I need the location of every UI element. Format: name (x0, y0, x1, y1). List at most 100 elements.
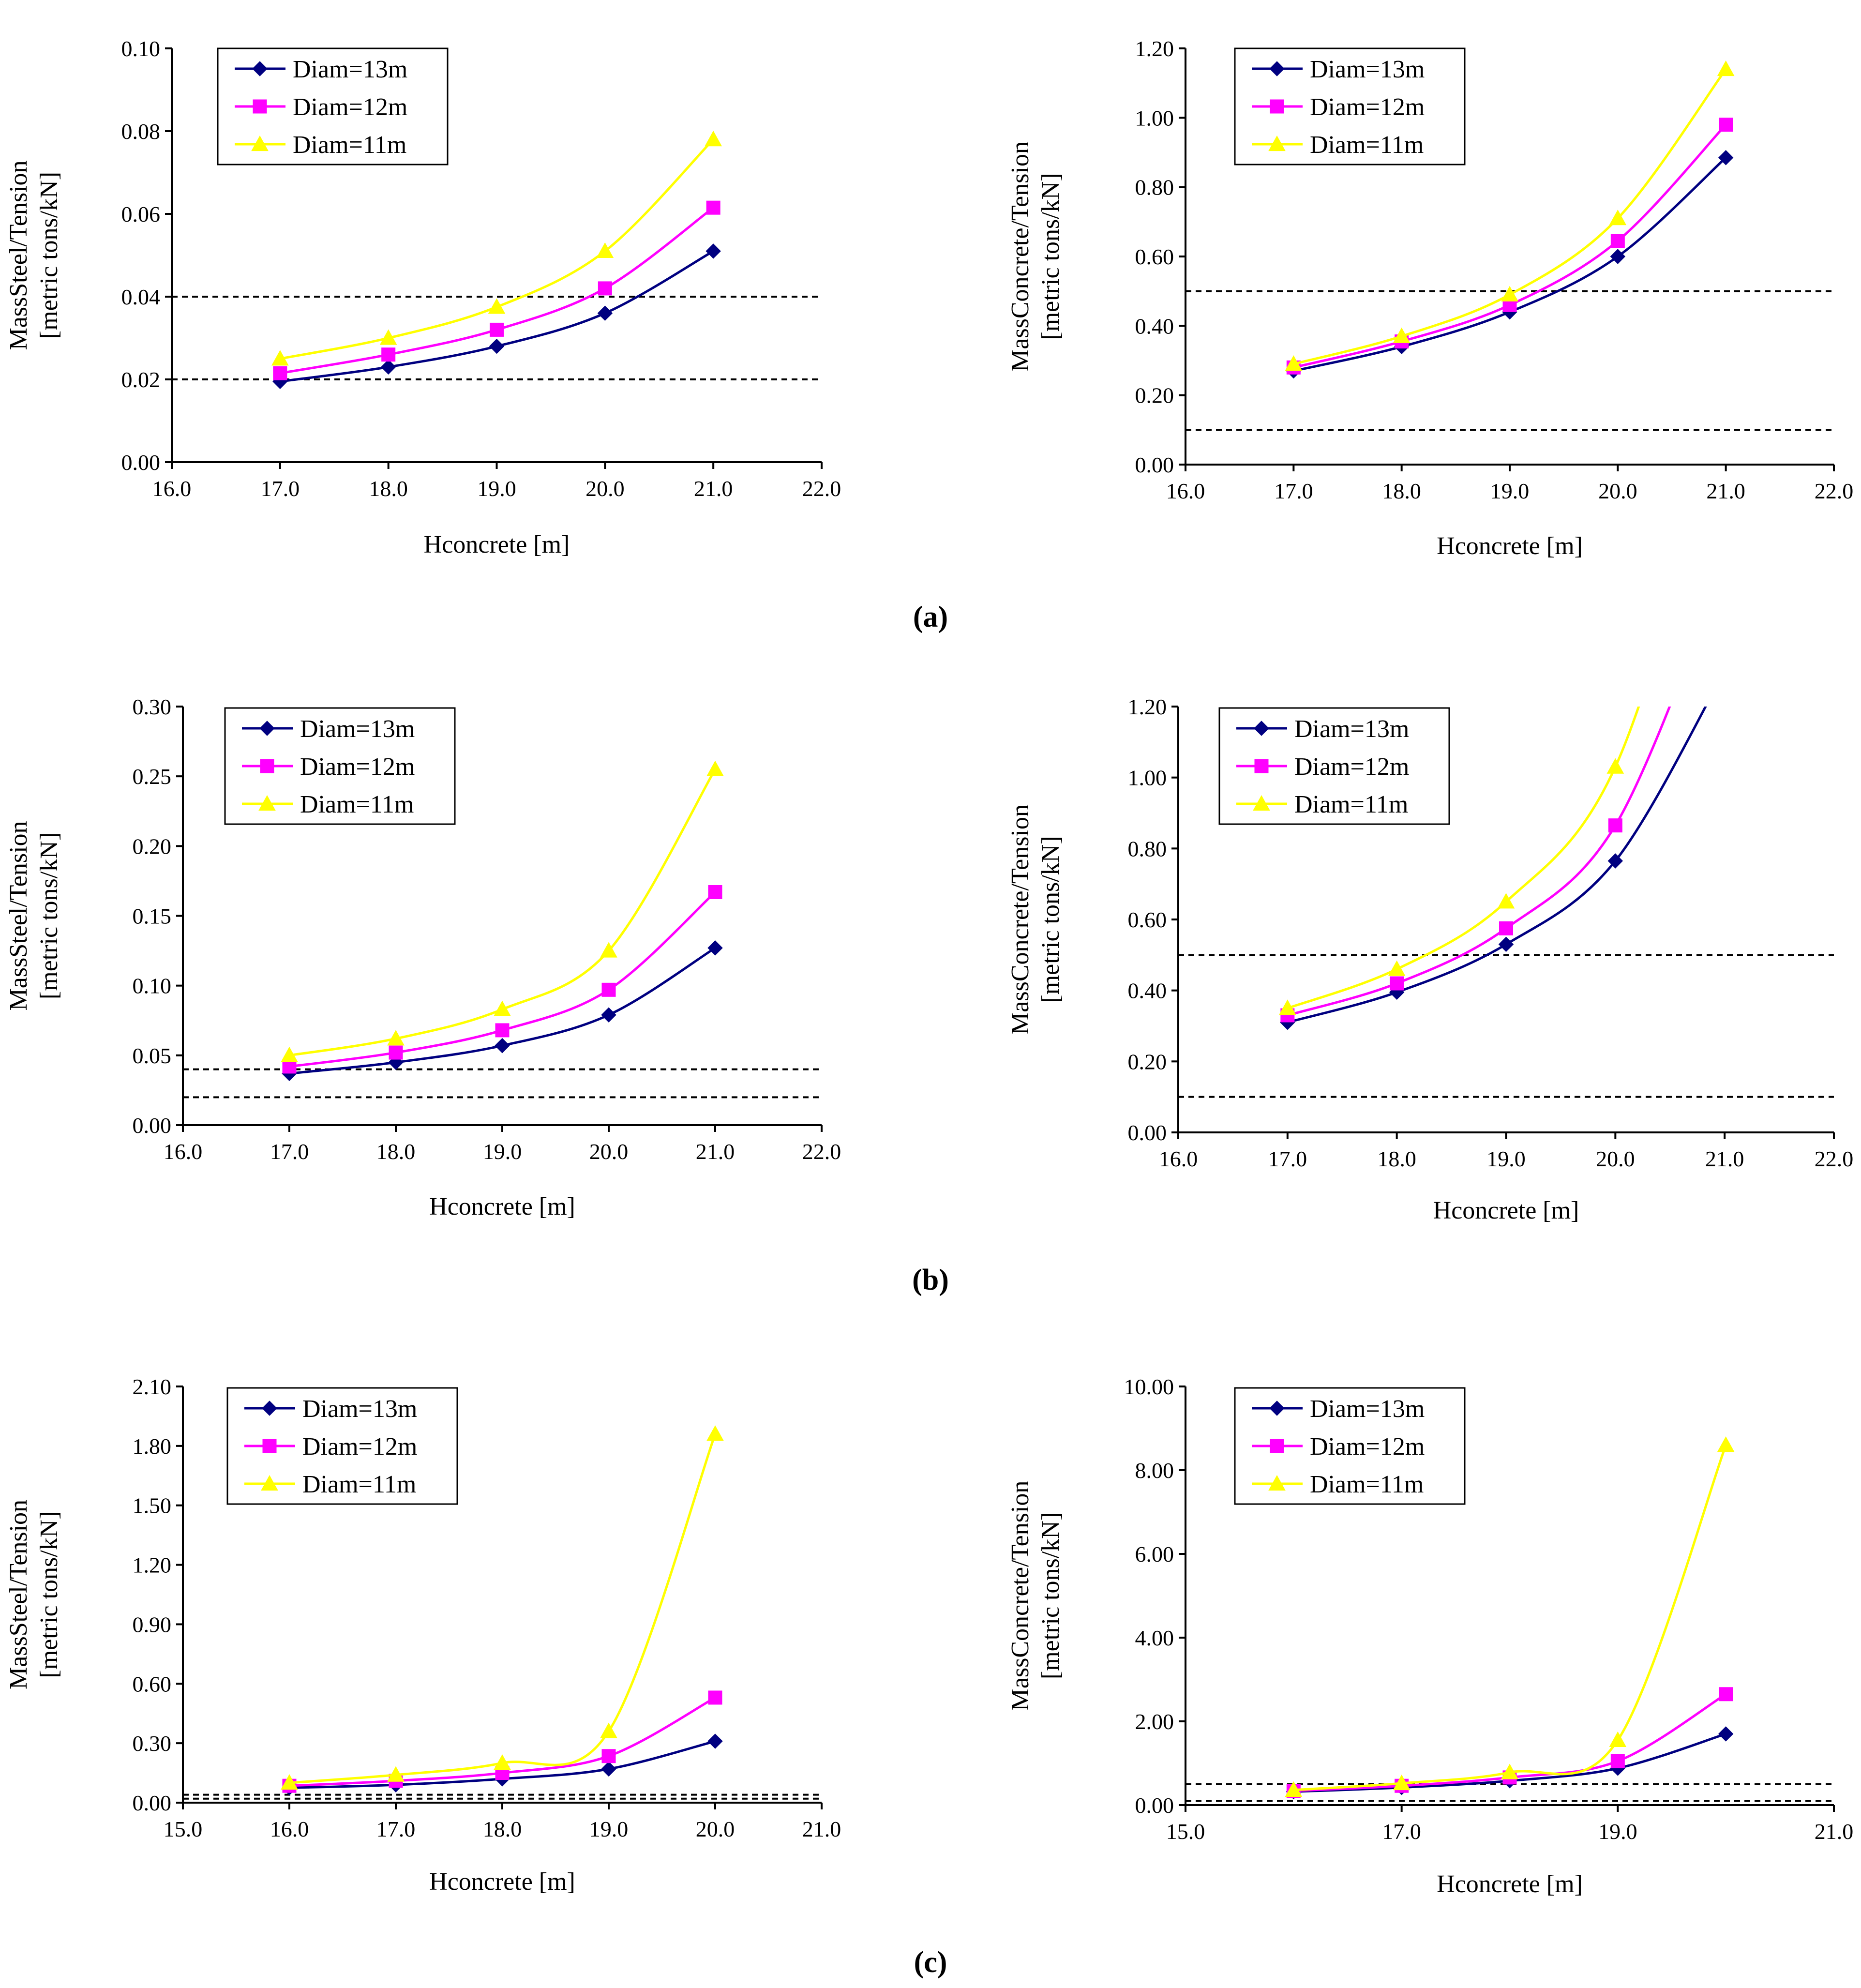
data-point (1610, 249, 1626, 264)
legend-marker (1270, 99, 1284, 114)
y-tick-label: 0.90 (133, 1612, 172, 1637)
data-point (271, 350, 289, 366)
plot-area (281, 760, 724, 1082)
y-tick-label: 1.20 (1128, 694, 1167, 719)
y-tick-label: 0.00 (1135, 452, 1174, 477)
x-tick-label: 17.0 (270, 1139, 309, 1164)
legend-entry: Diam=13m (1294, 715, 1409, 743)
data-point (273, 366, 287, 380)
x-tick-label: 20.0 (1596, 1146, 1635, 1171)
x-tick-label: 18.0 (1382, 479, 1421, 503)
data-point (706, 760, 724, 776)
chart-c-concrete: 0.00 2.00 4.00 6.00 8.00 10.00 15.0 17.0 19.0 21.… (1006, 1374, 1853, 1898)
data-point (708, 1690, 722, 1705)
data-point (601, 1007, 616, 1023)
y-tick-label: 0.40 (1128, 979, 1167, 1003)
y-tick-label: 0.30 (133, 694, 172, 719)
data-point (387, 1766, 405, 1782)
x-tick-label: 17.0 (1268, 1146, 1307, 1171)
y-tick-label: 1.00 (1135, 105, 1174, 130)
data-point (1718, 1726, 1734, 1742)
data-point (708, 885, 722, 899)
data-point (490, 322, 504, 337)
legend-marker (260, 759, 274, 773)
legend-marker (1254, 721, 1269, 736)
data-point (380, 359, 396, 375)
x-tick-label: 20.0 (585, 476, 625, 501)
y-tick-label: 2.10 (133, 1374, 172, 1399)
chart-a-concrete: 0.00 0.20 0.40 0.60 0.80 1.00 1.20 16.0 17.0 18.0… (1006, 36, 1853, 560)
y-tick-label: 0.02 (121, 367, 161, 392)
y-tick-label: 0.20 (1135, 383, 1174, 408)
data-point (379, 329, 397, 345)
y-tick-label: 1.80 (133, 1434, 172, 1459)
legend-entry: Diam=12m (1294, 753, 1409, 781)
data-point (1610, 1754, 1625, 1768)
x-tick-label: 21.0 (696, 1139, 735, 1164)
x-axis-label: Hconcrete [m] (424, 531, 570, 558)
y-tick-label: 0.04 (121, 285, 161, 309)
data-point (598, 281, 612, 296)
x-tick-label: 15.0 (1166, 1819, 1205, 1844)
x-tick-label: 16.0 (164, 1139, 203, 1164)
data-point (281, 1774, 298, 1790)
legend-entry: Diam=12m (300, 753, 415, 781)
data-point (600, 1722, 617, 1738)
x-tick-label: 20.0 (1598, 479, 1637, 503)
y-tick-label: 0.10 (133, 974, 172, 998)
data-point (1497, 893, 1515, 909)
x-tick-label: 20.0 (589, 1139, 629, 1164)
legend-marker (262, 1401, 277, 1416)
legend-marker (262, 1439, 277, 1453)
x-tick-label: 19.0 (589, 1817, 629, 1841)
data-point (494, 1754, 511, 1770)
x-tick-label: 16.0 (1159, 1146, 1198, 1171)
y-tick-label: 0.20 (1128, 1049, 1167, 1074)
y-tick-label: 1.20 (1135, 36, 1174, 61)
x-tick-label: 15.0 (164, 1817, 203, 1841)
series-line-Diam=11m (1293, 68, 1727, 365)
data-point (1285, 355, 1303, 371)
x-tick-label: 18.0 (483, 1817, 522, 1841)
x-axis-label: Hconcrete [m] (429, 1193, 575, 1220)
data-point (1608, 818, 1622, 833)
y-axis-label-line2: [metric tons/kN] (1037, 836, 1065, 1003)
y-tick-label: 0.05 (133, 1043, 172, 1068)
legend-marker (258, 795, 276, 811)
legend-marker (259, 721, 275, 736)
chart-a-steel: 0.00 0.02 0.04 0.06 0.08 0.10 16.0 17.0 18.0 19.0… (5, 36, 841, 558)
x-tick-label: 21.0 (694, 476, 733, 501)
y-tick-label: 0.80 (1135, 175, 1174, 200)
data-point (1717, 60, 1735, 76)
data-point (601, 1761, 616, 1777)
legend-entry: Diam=13m (1310, 56, 1425, 83)
data-point (494, 1000, 511, 1016)
data-point (1609, 1731, 1627, 1747)
legend-marker (1253, 795, 1270, 811)
data-point (1719, 118, 1733, 132)
legend-entry: Diam=12m (293, 93, 407, 121)
y-axis-label-line1: MassSteel/Tension (5, 821, 32, 1010)
legend: Diam=13m Diam=12m Diam=11m (1218, 707, 1450, 825)
data-point (489, 338, 505, 354)
data-point (1388, 960, 1406, 976)
legend-entry: Diam=13m (293, 56, 407, 83)
data-point (707, 1733, 723, 1749)
x-tick-label: 21.0 (802, 1817, 841, 1841)
plot-area (271, 131, 722, 389)
legend-marker (252, 61, 268, 76)
data-point (1718, 558, 1731, 572)
y-tick-label: 0.30 (133, 1731, 172, 1756)
y-axis-label-line2: [metric tons/kN] (35, 172, 63, 339)
y-tick-label: 8.00 (1135, 1458, 1174, 1483)
legend-entry: Diam=13m (300, 715, 415, 743)
legend: Diam=13m Diam=12m Diam=11m (217, 47, 449, 166)
legend-entry: Diam=11m (293, 131, 406, 159)
x-tick-label: 22.0 (802, 476, 841, 501)
legend-marker (1268, 1475, 1286, 1491)
legend: Diam=13m Diam=12m Diam=11m (1234, 47, 1466, 166)
data-point (601, 1749, 616, 1763)
y-tick-label: 0.15 (133, 904, 172, 929)
legend-entry: Diam=12m (302, 1433, 417, 1461)
y-tick-label: 0.60 (133, 1672, 172, 1696)
